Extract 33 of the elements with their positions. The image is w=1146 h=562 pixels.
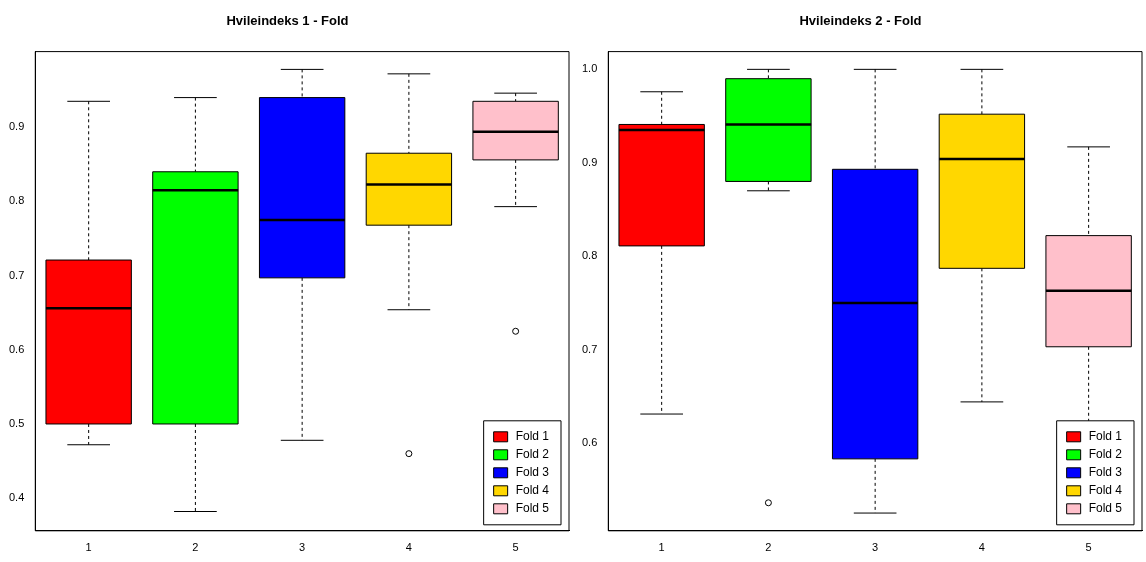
legend-label: Fold 5 <box>1088 501 1123 516</box>
y-tick-label: 1.0 <box>581 62 598 75</box>
legend-label: Fold 4 <box>1088 483 1123 498</box>
legend-label: Fold 4 <box>515 483 550 498</box>
legend-label: Fold 1 <box>1088 429 1123 444</box>
x-tick-label: 1 <box>658 541 665 554</box>
y-tick-label: 0.6 <box>581 436 598 449</box>
x-tick-label: 2 <box>765 541 772 554</box>
x-tick-label: 5 <box>1085 541 1092 554</box>
chart-title: Hvileindeks 1 - Fold <box>226 13 349 29</box>
x-tick-label: 3 <box>872 541 879 554</box>
legend-label: Fold 5 <box>515 501 550 516</box>
y-tick-label: 0.5 <box>8 417 25 430</box>
y-tick-label: 0.9 <box>581 155 598 168</box>
chart-title: Hvileindeks 2 - Fold <box>799 13 922 29</box>
y-tick-label: 0.7 <box>8 268 25 281</box>
y-tick-label: 0.6 <box>8 342 25 355</box>
x-tick-label: 4 <box>405 541 412 554</box>
legend-label: Fold 2 <box>515 447 550 462</box>
x-tick-label: 4 <box>978 541 985 554</box>
legend-label: Fold 2 <box>1088 447 1123 462</box>
legend-label: Fold 3 <box>515 465 550 480</box>
y-tick-label: 0.9 <box>8 120 25 133</box>
legend-label: Fold 1 <box>515 429 550 444</box>
legend-label: Fold 3 <box>1088 465 1123 480</box>
y-tick-label: 0.8 <box>8 194 25 207</box>
y-tick-label: 0.8 <box>581 249 598 262</box>
x-tick-label: 1 <box>85 541 92 554</box>
y-tick-label: 0.7 <box>581 342 598 355</box>
y-tick-label: 0.4 <box>8 491 25 504</box>
x-tick-label: 2 <box>192 541 199 554</box>
x-tick-label: 5 <box>512 541 519 554</box>
x-tick-label: 3 <box>299 541 306 554</box>
